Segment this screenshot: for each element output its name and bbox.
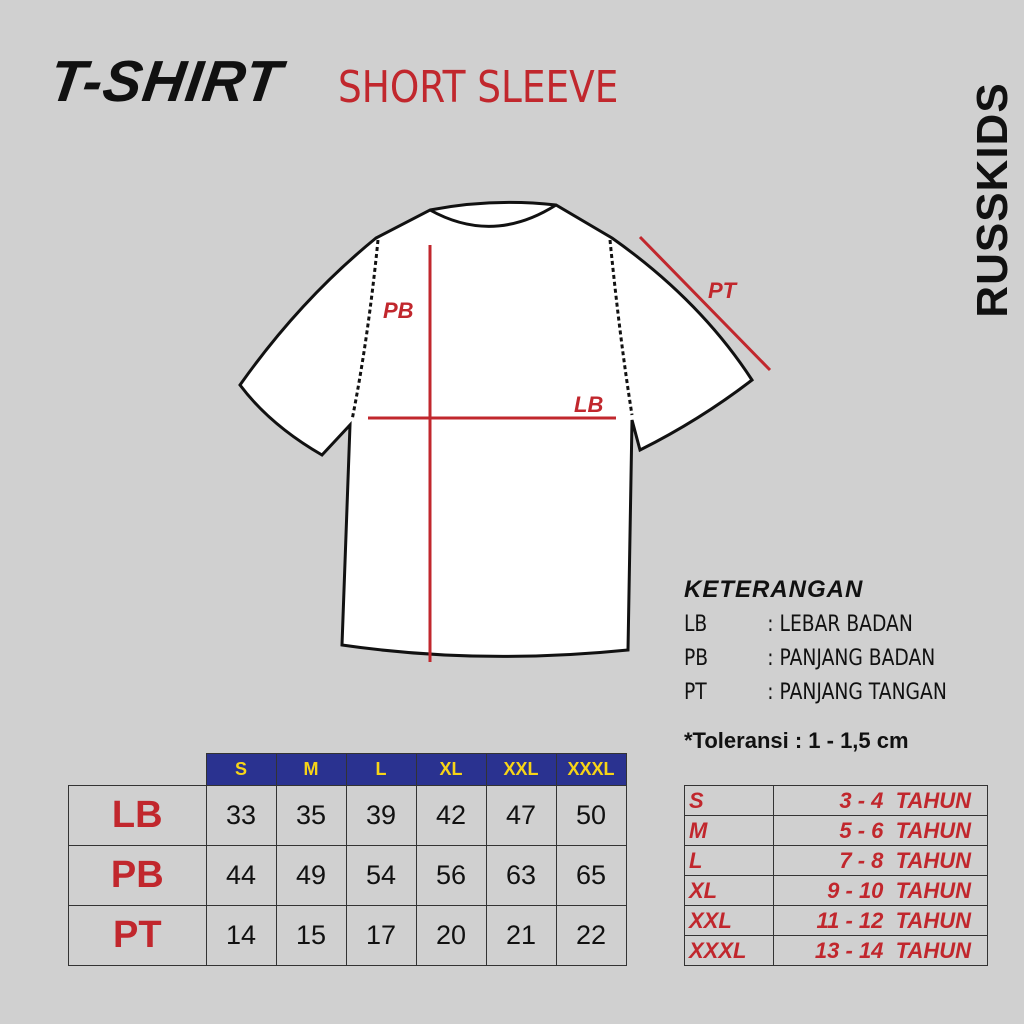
cell: 35 xyxy=(275,785,347,846)
subtitle: SHORT SLEEVE xyxy=(338,62,619,113)
size-header: M xyxy=(275,753,347,786)
size-cell: S xyxy=(684,785,774,816)
pt-measure-line xyxy=(638,235,772,372)
blank-cell xyxy=(69,754,207,786)
legend-code: PB xyxy=(684,646,709,671)
cell: 14 xyxy=(205,905,277,966)
age-cell: 3 - 4 TAHUN xyxy=(773,785,988,816)
cell: 21 xyxy=(485,905,557,966)
legend-item: PB : PANJANG BADAN xyxy=(684,646,935,671)
cell: 50 xyxy=(555,785,627,846)
legend-desc: : PANJANG TANGAN xyxy=(767,680,947,705)
size-header-row: S M L XL XXL XXXL xyxy=(69,753,627,786)
tshirt-collar xyxy=(429,203,557,228)
size-header: XXXL xyxy=(555,753,627,786)
legend-desc: : PANJANG BADAN xyxy=(767,646,936,671)
legend-title: KETERANGAN xyxy=(684,576,864,603)
tshirt-outline xyxy=(238,200,755,658)
legend-code: PT xyxy=(684,680,707,705)
cell: 15 xyxy=(275,905,347,966)
table-row: XL 9 - 10 TAHUN xyxy=(684,875,988,906)
pt-label: PT xyxy=(708,278,737,303)
size-cell: XL xyxy=(684,875,774,906)
age-cell: 11 - 12 TAHUN xyxy=(773,905,988,936)
size-table: S M L XL XXL XXXL LB 33 35 39 42 47 50 P… xyxy=(68,753,627,966)
size-header: XXL xyxy=(485,753,557,786)
cell: 42 xyxy=(415,785,487,846)
row-label: PB xyxy=(68,845,207,906)
lb-label: LB xyxy=(574,392,604,417)
size-cell: M xyxy=(684,815,774,846)
age-cell: 13 - 14 TAHUN xyxy=(773,935,988,966)
legend-item: PT : PANJANG TANGAN xyxy=(684,680,947,705)
cell: 56 xyxy=(415,845,487,906)
table-row: XXL 11 - 12 TAHUN xyxy=(684,905,988,936)
cell: 39 xyxy=(345,785,417,846)
table-row: PB 44 49 54 56 63 65 xyxy=(68,845,627,906)
legend-item: LB : LEBAR BADAN xyxy=(684,612,913,637)
size-header: XL xyxy=(415,753,487,786)
cell: 20 xyxy=(415,905,487,966)
cell: 44 xyxy=(205,845,277,906)
row-label: LB xyxy=(68,785,207,846)
size-cell: XXXL xyxy=(684,935,774,966)
cell: 65 xyxy=(555,845,627,906)
table-row: PT 14 15 17 20 21 22 xyxy=(68,905,627,966)
cell: 63 xyxy=(485,845,557,906)
size-header: S xyxy=(205,753,277,786)
pb-label: PB xyxy=(383,298,414,323)
tshirt-diagram xyxy=(238,200,772,662)
cell: 47 xyxy=(485,785,557,846)
cell: 17 xyxy=(345,905,417,966)
left-seam xyxy=(350,239,380,421)
cell: 33 xyxy=(205,785,277,846)
right-seam xyxy=(608,239,634,416)
tolerance-note: *Toleransi : 1 - 1,5 cm xyxy=(684,728,909,753)
cell: 22 xyxy=(555,905,627,966)
legend-desc: : LEBAR BADAN xyxy=(767,612,913,637)
cell: 54 xyxy=(345,845,417,906)
age-cell: 9 - 10 TAHUN xyxy=(773,875,988,906)
table-row: XXXL 13 - 14 TAHUN xyxy=(684,935,988,966)
size-cell: XXL xyxy=(684,905,774,936)
legend-code: LB xyxy=(684,612,708,637)
cell: 49 xyxy=(275,845,347,906)
table-row: LB 33 35 39 42 47 50 xyxy=(68,785,627,846)
size-header: L xyxy=(345,753,417,786)
age-cell: 5 - 6 TAHUN xyxy=(773,815,988,846)
size-cell: L xyxy=(684,845,774,876)
age-cell: 7 - 8 TAHUN xyxy=(773,845,988,876)
row-label: PT xyxy=(68,905,207,966)
